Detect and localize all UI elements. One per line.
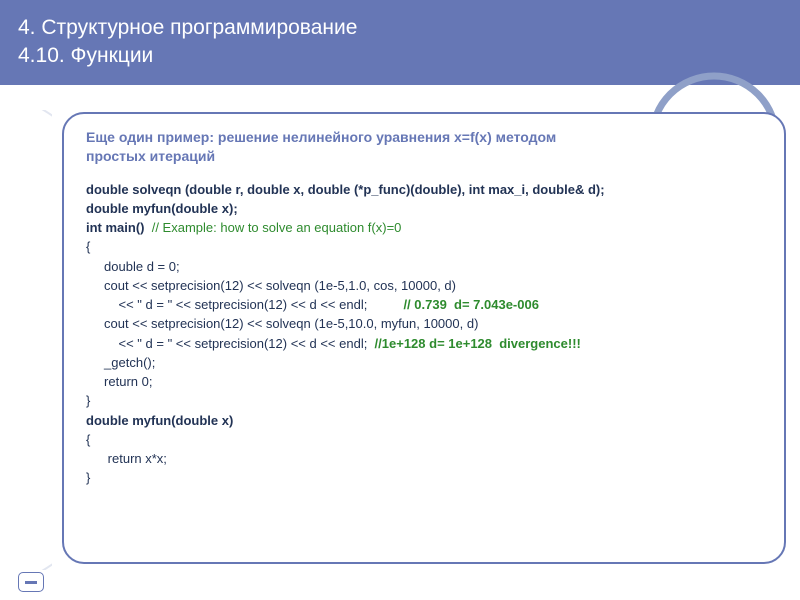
code-l13: double myfun(double x) [86, 413, 233, 428]
code-l7b: // 0.739 d= 7.043e-006 [403, 297, 539, 312]
code-l10: _getch(); [86, 355, 155, 370]
code-l2: double myfun(double x); [86, 201, 238, 216]
code-block: double solveqn (double r, double x, doub… [86, 180, 766, 488]
code-l3a: int main() [86, 220, 145, 235]
code-l15: return x*x; [86, 451, 167, 466]
code-l16: } [86, 470, 90, 485]
decorative-side-arc [0, 110, 52, 570]
prev-slide-button[interactable] [18, 572, 44, 592]
intro-line-1: Еще один пример: решение нелинейного ура… [86, 129, 556, 145]
code-l5: double d = 0; [86, 259, 180, 274]
minus-icon [25, 581, 37, 584]
code-l9a: << " d = " << setprecision(12) << d << e… [86, 336, 375, 351]
code-l3b: // Example: how to solve an equation f(x… [145, 220, 402, 235]
intro-line-2: простых итераций [86, 148, 215, 164]
code-l11: return 0; [86, 374, 152, 389]
code-l4: { [86, 239, 90, 254]
code-l12: } [86, 393, 90, 408]
code-l8: cout << setprecision(12) << solveqn (1e-… [86, 316, 478, 331]
code-l7a: << " d = " << setprecision(12) << d << e… [86, 297, 403, 312]
header-line-1: 4. Структурное программирование [18, 14, 782, 42]
code-l6: cout << setprecision(12) << solveqn (1e-… [86, 278, 456, 293]
content-frame: Еще один пример: решение нелинейного ура… [62, 112, 786, 564]
example-intro: Еще один пример: решение нелинейного ура… [86, 128, 766, 166]
code-l14: { [86, 432, 90, 447]
code-l9b: //1e+128 d= 1e+128 divergence!!! [375, 336, 581, 351]
code-l1: double solveqn (double r, double x, doub… [86, 182, 605, 197]
